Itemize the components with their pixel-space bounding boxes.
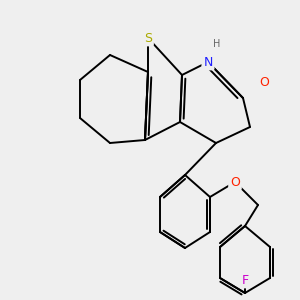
Text: S: S bbox=[144, 32, 152, 44]
Text: O: O bbox=[230, 176, 240, 188]
Text: H: H bbox=[213, 39, 221, 49]
Text: O: O bbox=[259, 76, 269, 89]
Text: N: N bbox=[203, 56, 213, 68]
Text: F: F bbox=[242, 274, 249, 286]
